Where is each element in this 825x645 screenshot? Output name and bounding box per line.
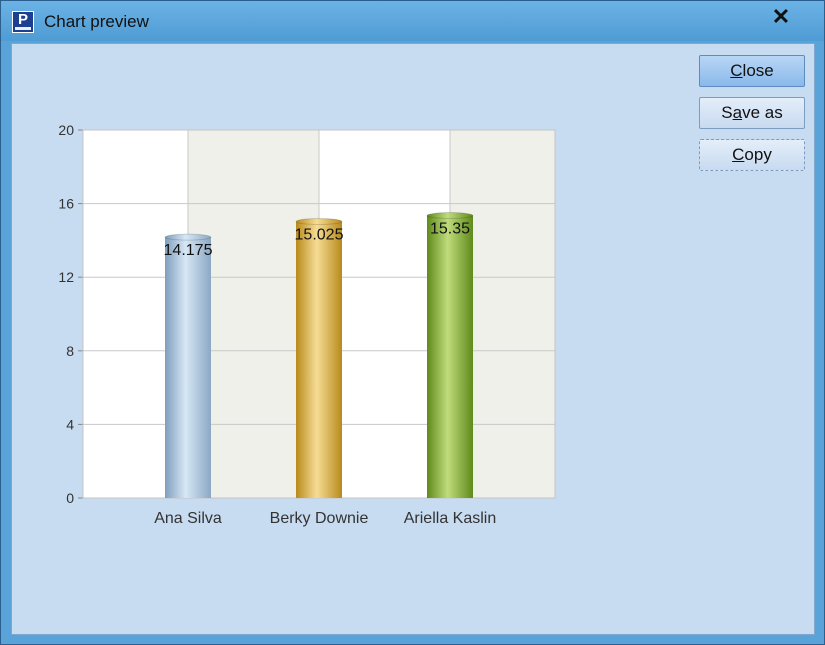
y-tick-label: 20 <box>58 122 74 138</box>
bar-cap-2 <box>295 218 343 226</box>
x-category-label-2: Berky Downie <box>270 510 369 527</box>
dialog-content: 0 4 8 12 16 20 14.175 Ana Silva 15.025 Berky Down… <box>11 43 815 635</box>
close-icon[interactable]: ✕ <box>771 4 791 29</box>
bar-1 <box>165 237 211 498</box>
window-title: Chart preview <box>44 12 149 31</box>
y-tick-label: 0 <box>66 490 74 506</box>
y-tick-label: 8 <box>66 343 74 359</box>
data-label-1: 14.175 <box>164 242 213 259</box>
x-category-label-3: Ariella Kaslin <box>404 510 496 527</box>
bar-2 <box>296 221 342 499</box>
bar-cap-1 <box>164 233 212 241</box>
data-label-2: 15.025 <box>295 227 344 244</box>
bar-cap-3 <box>426 212 474 220</box>
title-bar[interactable]: P Chart preview ✕ <box>1 1 824 41</box>
copy-button[interactable]: Copy <box>699 139 805 171</box>
y-tick-label: 16 <box>58 196 74 212</box>
y-tick-label: 12 <box>58 269 74 285</box>
x-category-label-1: Ana Silva <box>154 510 222 527</box>
bar-3 <box>427 215 473 498</box>
app-logo-icon: P <box>12 11 34 33</box>
close-button[interactable]: Close <box>699 55 805 87</box>
bar-chart: 0 4 8 12 16 20 14.175 Ana Silva 15.025 Berky Down… <box>58 122 556 527</box>
save-as-button[interactable]: Save as <box>699 97 805 129</box>
y-tick-label: 4 <box>66 416 74 432</box>
data-label-3: 15.35 <box>430 221 470 238</box>
